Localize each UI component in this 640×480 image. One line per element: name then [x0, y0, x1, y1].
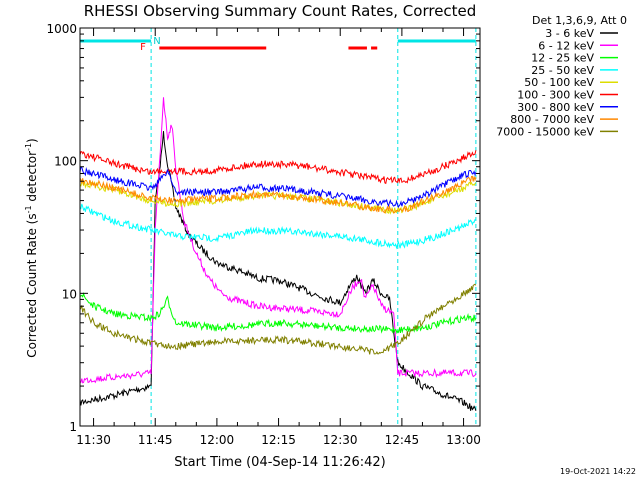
legend-label-2: 12 - 25 keV	[531, 52, 594, 65]
night-markers	[79, 28, 477, 426]
chart-title: RHESSI Observing Summary Count Rates, Co…	[84, 2, 477, 20]
x-tick-label-4: 12:30	[323, 433, 358, 447]
x-axis-label: Start Time (04-Sep-14 11:26:42)	[174, 455, 385, 470]
x-tick-label-6: 13:00	[446, 433, 481, 447]
series-line-3	[79, 203, 476, 250]
series-line-5	[79, 150, 477, 185]
legend-label-8: 7000 - 15000 keV	[496, 125, 594, 138]
axis-ticks: 11:30 11:45 12:00 12:15 12:30 12:45 13:00 1 10 10…	[46, 22, 480, 447]
y-axis-label: Corrected Count Rate (s-1 detector-1)	[24, 138, 39, 357]
series-lines	[79, 97, 477, 412]
x-tick-label-1: 11:45	[138, 433, 173, 447]
series-line-6	[79, 166, 477, 209]
x-tick-label-2: 12:00	[200, 433, 235, 447]
legend-header: Det 1,3,6,9, Att 0	[532, 14, 627, 27]
series-line-0	[79, 131, 477, 412]
x-tick-label-0: 11:30	[76, 433, 111, 447]
plot-frame	[79, 27, 481, 427]
flag-label-n: N	[153, 36, 160, 47]
flag-label-f: F	[140, 42, 146, 53]
legend-label-4: 50 - 100 keV	[524, 76, 594, 89]
legend-label-3: 25 - 50 keV	[531, 64, 594, 77]
legend-label-5: 100 - 300 keV	[517, 89, 594, 102]
y-tick-label-2: 100	[54, 155, 77, 169]
y-tick-label-0: 1	[69, 420, 77, 434]
legend-label-1: 6 - 12 keV	[538, 39, 594, 52]
x-tick-label-5: 12:45	[385, 433, 420, 447]
timestamp: 19-Oct-2021 14:22	[560, 467, 636, 476]
legend-label-7: 800 - 7000 keV	[510, 113, 594, 126]
series-line-2	[79, 291, 477, 335]
series-line-7	[79, 175, 477, 214]
x-tick-label-3: 12:15	[261, 433, 296, 447]
y-tick-label-1: 10	[62, 287, 77, 301]
legend-label-6: 300 - 800 keV	[517, 101, 594, 114]
y-tick-label-3: 1000	[46, 22, 77, 36]
series-line-8	[79, 283, 477, 355]
series-line-1	[79, 97, 477, 384]
legend-label-0: 3 - 6 keV	[545, 27, 594, 40]
